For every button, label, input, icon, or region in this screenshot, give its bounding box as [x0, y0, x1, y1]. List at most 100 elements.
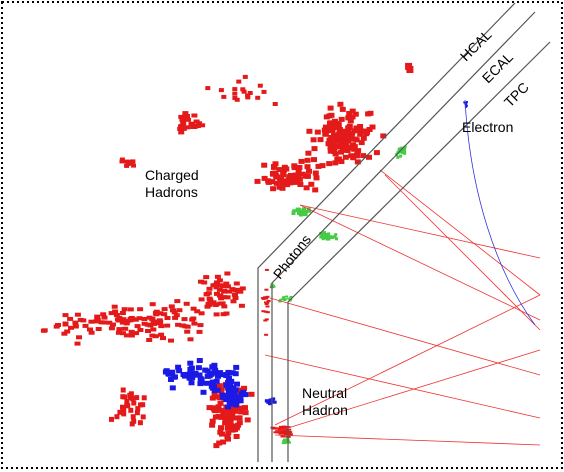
hadron-hit	[158, 333, 164, 337]
neutral-hit	[171, 375, 177, 380]
hadron-hit	[270, 186, 276, 191]
hadron-hit	[128, 307, 134, 311]
hadron-hit	[138, 402, 143, 407]
hadron-hit	[215, 275, 221, 279]
hadron-hit	[89, 331, 95, 335]
hadron-hit	[338, 150, 344, 155]
hadron-hit	[161, 312, 167, 316]
hadron-hit	[78, 318, 84, 322]
hadron-hit	[199, 311, 205, 315]
photon-hit	[328, 238, 331, 241]
hadron-hit	[114, 414, 119, 419]
hadron-hit	[96, 327, 102, 331]
hadron-hit	[213, 303, 219, 307]
hadron-hit	[243, 410, 249, 415]
hadron-hit	[162, 307, 168, 311]
hadron-hit	[189, 123, 195, 127]
hadron-hit	[206, 291, 212, 295]
neutral-hit	[204, 381, 210, 386]
photon-hit	[322, 235, 325, 238]
hadron-hit	[305, 158, 311, 163]
hadron-hit	[120, 159, 125, 163]
neutral-hit	[165, 371, 171, 376]
hadron-hit	[312, 146, 318, 151]
hadron-hit	[337, 102, 343, 107]
hadron-hit	[314, 175, 320, 180]
hadron-hit	[316, 164, 322, 169]
hadron-hit	[185, 118, 191, 122]
hadron-hit	[229, 287, 235, 291]
track	[270, 298, 540, 375]
hadron-hit	[266, 311, 270, 313]
hadron-hit	[245, 417, 251, 422]
hadron-hit	[141, 317, 147, 321]
hadron-hit	[129, 395, 134, 400]
hadron-hit	[217, 383, 223, 388]
hadron-hit	[67, 317, 73, 321]
hadron-hit	[281, 436, 286, 438]
hadron-hit	[292, 165, 298, 170]
hadron-hit	[237, 415, 243, 420]
hadron-hit	[106, 321, 112, 325]
hadron-hit	[120, 311, 126, 315]
hadron-hit	[133, 318, 139, 322]
hadron-hit	[264, 289, 268, 291]
hadron-hit	[232, 87, 237, 91]
photon-hit	[282, 442, 285, 444]
hadron-hit	[354, 153, 360, 158]
event-display: HCAL ECAL TPC Electron Charged Hadrons P…	[0, 0, 564, 472]
hadron-hit	[158, 324, 164, 328]
hadron-hit	[124, 164, 129, 168]
hadron-hit	[245, 94, 250, 98]
hadron-hit	[114, 313, 120, 317]
hadron-hit	[374, 150, 380, 155]
hadron-hit	[273, 175, 279, 180]
hadron-hit	[195, 124, 201, 128]
hadron-hit	[198, 323, 204, 327]
hadron-hit	[99, 320, 105, 324]
neutral-hit	[189, 380, 195, 385]
hadron-hit	[262, 90, 267, 94]
hadron-hit	[41, 329, 47, 333]
hadron-hit	[83, 324, 89, 328]
hadron-hit	[93, 319, 99, 323]
tpc-label: TPC	[501, 79, 532, 110]
hadron-hit	[315, 130, 321, 135]
hadron-hit	[131, 414, 136, 419]
neutral-hit	[197, 358, 203, 363]
photon-hit	[292, 209, 296, 212]
hadron-hit	[138, 420, 143, 425]
neutral-hit	[230, 370, 236, 375]
hadron-hit	[225, 430, 231, 435]
hadron-hit	[75, 342, 81, 346]
hadron-hit	[125, 403, 130, 408]
hadron-hit	[128, 408, 133, 413]
hadron-hit	[109, 417, 114, 422]
hadron-hit	[231, 299, 237, 303]
hadron-hit	[178, 130, 184, 134]
hadron-hit	[120, 394, 125, 399]
hadron-hit	[255, 179, 261, 184]
frame	[2, 2, 562, 468]
hadron-hit	[365, 111, 371, 116]
hadron-hit	[201, 281, 207, 285]
hadron-hit	[212, 394, 218, 399]
hadron-hit	[206, 303, 212, 307]
photon-hit	[283, 299, 286, 301]
hadron-hit	[72, 321, 78, 325]
hadron-hit	[258, 84, 263, 88]
hadron-hit	[112, 310, 118, 314]
hadron-hit	[299, 159, 305, 164]
hadron-hit	[328, 106, 334, 111]
hadron-hit	[355, 126, 361, 131]
photon-hit	[304, 213, 308, 216]
hadron-hit	[122, 327, 128, 331]
hadron-hit	[265, 269, 269, 271]
neutral-hit	[209, 364, 215, 369]
neutral-hit	[231, 396, 237, 401]
hadron-hit	[164, 324, 170, 328]
hadron-hit	[146, 338, 152, 342]
hadron-hit	[68, 326, 74, 330]
charged-hadrons-label: Charged	[145, 167, 199, 183]
hadron-hit	[199, 297, 205, 301]
